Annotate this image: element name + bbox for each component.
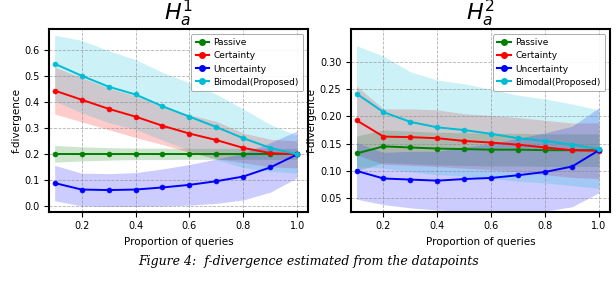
Title: $H_a^2$: $H_a^2$ (466, 0, 495, 29)
Y-axis label: f-divergence: f-divergence (307, 88, 317, 153)
Legend: Passive, Certainty, Uncertainty, Bimodal(Proposed): Passive, Certainty, Uncertainty, Bimodal… (191, 34, 304, 91)
Legend: Passive, Certainty, Uncertainty, Bimodal(Proposed): Passive, Certainty, Uncertainty, Bimodal… (493, 34, 606, 91)
Text: Figure 4:  f-divergence estimated from the datapoints: Figure 4: f-divergence estimated from th… (138, 255, 478, 268)
Title: $H_a^1$: $H_a^1$ (164, 0, 193, 29)
X-axis label: Proportion of queries: Proportion of queries (426, 237, 535, 247)
Y-axis label: f-divergence: f-divergence (12, 88, 22, 153)
X-axis label: Proportion of queries: Proportion of queries (124, 237, 233, 247)
